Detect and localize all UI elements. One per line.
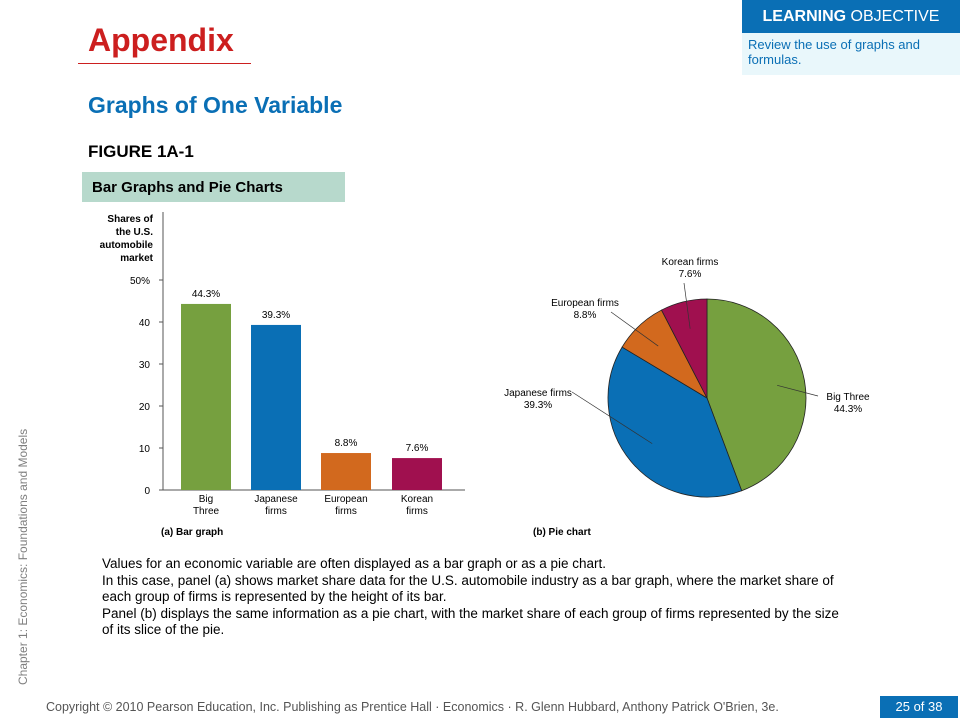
pie-slice-name-label: Big Three bbox=[826, 392, 870, 403]
y-tick-label: 20 bbox=[139, 402, 151, 413]
y-tick-label: 30 bbox=[139, 360, 151, 371]
y-axis-title-line: Shares of bbox=[107, 214, 153, 225]
x-category-label: Three bbox=[193, 506, 220, 517]
y-axis-title-line: market bbox=[120, 253, 153, 264]
bar-value-label: 44.3% bbox=[192, 289, 220, 300]
x-category-label: firms bbox=[265, 506, 287, 517]
pie-slice bbox=[607, 346, 743, 498]
page-title: Appendix bbox=[88, 22, 234, 58]
copyright-text: Copyright © 2010 Pearson Education, Inc.… bbox=[46, 700, 779, 714]
y-tick-label: 50% bbox=[130, 276, 150, 287]
pie-slice-name-label: Japanese firms bbox=[504, 388, 572, 399]
x-category-label: Korean bbox=[401, 494, 433, 505]
title-underline bbox=[78, 63, 251, 64]
pie-slice-name-label: Korean firms bbox=[662, 257, 719, 268]
chapter-side-text: Chapter 1: Economics: Foundations and Mo… bbox=[16, 428, 30, 685]
bar-value-label: 7.6% bbox=[406, 443, 429, 454]
x-category-label: European bbox=[324, 494, 367, 505]
pie-slice bbox=[660, 298, 708, 399]
figure-title-bar bbox=[82, 172, 345, 202]
description-line-1: Values for an economic variable are ofte… bbox=[102, 556, 607, 571]
y-tick-label: 10 bbox=[139, 444, 151, 455]
pie-slice bbox=[706, 298, 807, 492]
x-category-label: firms bbox=[335, 506, 357, 517]
learning-objective-header: LEARNING OBJECTIVE bbox=[742, 0, 960, 33]
y-axis-title-line: the U.S. bbox=[116, 227, 153, 238]
bar bbox=[251, 324, 301, 490]
learning-objective-label-bold: LEARNING bbox=[762, 8, 847, 25]
learning-objective-label-rest: OBJECTIVE bbox=[846, 8, 940, 25]
pie-slice-value-label: 8.8% bbox=[574, 310, 597, 321]
bar-value-label: 39.3% bbox=[262, 310, 290, 321]
learning-objective-box bbox=[742, 33, 960, 75]
figure-label: FIGURE 1A-1 bbox=[88, 142, 194, 161]
pie-leader-line bbox=[683, 282, 691, 329]
bar-value-label: 8.8% bbox=[335, 438, 358, 449]
x-category-label: firms bbox=[406, 506, 428, 517]
x-category-label: Big bbox=[199, 494, 213, 505]
pie-leader-line bbox=[610, 311, 659, 347]
pie-slice-name-label: European firms bbox=[551, 298, 619, 309]
pie-slice-value-label: 7.6% bbox=[679, 269, 702, 280]
figure-description: Values for an economic variable are ofte… bbox=[102, 556, 842, 639]
bar-panel-label: (a) Bar graph bbox=[161, 527, 223, 538]
description-line-2: In this case, panel (a) shows market sha… bbox=[102, 572, 834, 605]
x-category-label: Japanese bbox=[254, 494, 298, 505]
pie-panel-label: (b) Pie chart bbox=[533, 527, 591, 538]
learning-objective-text: Review the use of graphs and formulas. bbox=[748, 37, 920, 67]
y-tick-label: 40 bbox=[139, 318, 151, 329]
pie-slice-value-label: 44.3% bbox=[834, 404, 862, 415]
pie-leader-line bbox=[571, 391, 653, 444]
pie-slice-value-label: 39.3% bbox=[524, 400, 552, 411]
y-tick-label: 0 bbox=[144, 486, 150, 497]
section-title: Graphs of One Variable bbox=[88, 92, 343, 118]
description-line-3: Panel (b) displays the same information … bbox=[102, 605, 839, 638]
bar bbox=[392, 458, 442, 490]
bar bbox=[321, 453, 371, 490]
bar bbox=[181, 303, 231, 490]
y-axis-title-line: automobile bbox=[100, 240, 154, 251]
figure-title: Bar Graphs and Pie Charts bbox=[92, 179, 283, 196]
page-number: 25 of 38 bbox=[880, 696, 958, 718]
pie-leader-line bbox=[777, 384, 819, 397]
